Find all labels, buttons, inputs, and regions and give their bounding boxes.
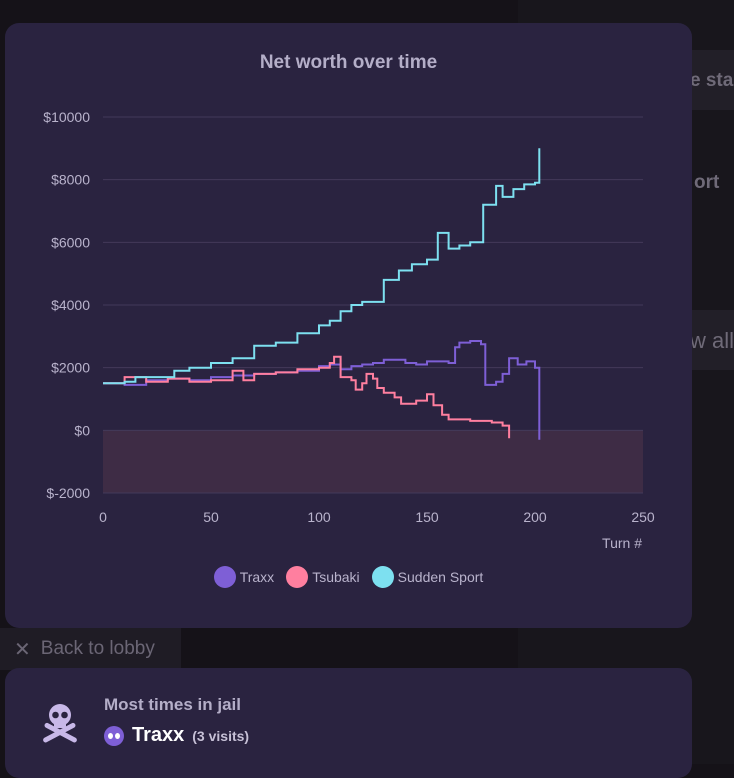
x-tick-label: 150 xyxy=(415,509,439,525)
x-tick-label: 250 xyxy=(631,509,655,525)
y-tick-label: $0 xyxy=(74,422,90,438)
x-axis-title: Turn # xyxy=(602,535,642,551)
legend-item-sudden-sport[interactable]: Sudden Sport xyxy=(372,566,484,588)
legend-label-sudden-sport: Sudden Sport xyxy=(398,569,484,585)
y-tick-label: $10000 xyxy=(43,109,90,125)
legend-item-traxx[interactable]: Traxx xyxy=(214,566,274,588)
player-avatar xyxy=(104,726,124,746)
player-visits: (3 visits) xyxy=(192,728,249,744)
back-to-lobby-button[interactable]: ✕ Back to lobby xyxy=(0,628,181,670)
net-worth-chart: $-2000 $0 $2000 $4000 $6000 $8000 $10000 0 50 100… xyxy=(0,0,734,630)
x-tick-label: 0 xyxy=(99,509,107,525)
legend-label-tsubaki: Tsubaki xyxy=(312,569,359,585)
legend-swatch-tsubaki xyxy=(286,566,308,588)
x-tick-label: 100 xyxy=(307,509,331,525)
close-icon: ✕ xyxy=(14,637,31,662)
y-tick-label: $8000 xyxy=(51,172,90,188)
player-name: Traxx xyxy=(132,724,184,747)
x-tick-label: 50 xyxy=(203,509,219,525)
series-line-sudden-sport xyxy=(103,148,539,383)
chart-legend: Traxx Tsubaki Sudden Sport xyxy=(0,566,697,588)
jail-stat-title: Most times in jail xyxy=(104,695,241,715)
y-tick-label: $2000 xyxy=(51,360,90,376)
series-line-traxx xyxy=(103,341,539,440)
x-tick-label: 200 xyxy=(523,509,547,525)
back-to-lobby-label: Back to lobby xyxy=(41,638,155,660)
legend-item-tsubaki[interactable]: Tsubaki xyxy=(286,566,359,588)
negative-region xyxy=(103,430,643,493)
jail-stat-player: Traxx (3 visits) xyxy=(104,724,249,747)
skull-crossbones-icon xyxy=(40,702,80,746)
series-line-tsubaki xyxy=(103,357,509,439)
y-tick-label: $-2000 xyxy=(46,485,90,501)
legend-swatch-sudden-sport xyxy=(372,566,394,588)
jail-stat-card: Most times in jail Traxx (3 visits) xyxy=(5,668,692,778)
y-tick-label: $6000 xyxy=(51,234,90,250)
legend-swatch-traxx xyxy=(214,566,236,588)
legend-label-traxx: Traxx xyxy=(240,569,274,585)
y-tick-label: $4000 xyxy=(51,297,90,313)
